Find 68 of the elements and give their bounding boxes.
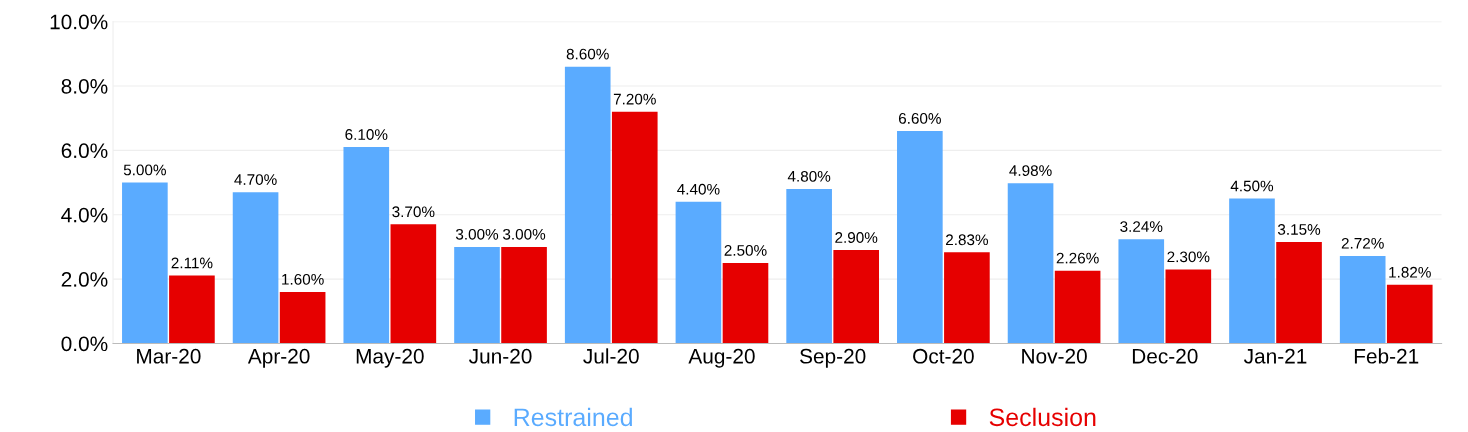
legend-label: Seclusion <box>989 407 1096 427</box>
bar <box>722 262 769 344</box>
bar <box>897 131 943 344</box>
bar <box>390 224 437 344</box>
data-label: 2.83% <box>946 234 989 246</box>
bar <box>501 246 547 344</box>
bar <box>1276 242 1322 344</box>
data-label: 1.60% <box>282 273 324 285</box>
bar <box>122 182 168 344</box>
y-tick-label: 0.0% <box>61 336 108 352</box>
data-label: 3.00% <box>455 228 499 240</box>
bar <box>611 111 658 344</box>
bar <box>1339 255 1386 344</box>
bar <box>1386 284 1433 344</box>
data-label: 3.70% <box>392 206 435 218</box>
x-tick-label: Aug-20 <box>688 348 755 368</box>
bar <box>564 66 611 344</box>
data-label: 4.98% <box>1009 165 1052 176</box>
data-label: 4.50% <box>1230 180 1274 192</box>
x-tick-label: Dec-20 <box>1132 348 1198 364</box>
bar <box>675 201 722 344</box>
bar <box>944 252 990 344</box>
data-label: 4.40% <box>677 183 720 195</box>
x-tick-label: Jun-20 <box>469 348 532 364</box>
data-label: 1.82% <box>1389 266 1431 278</box>
bar <box>454 246 500 344</box>
x-tick-label: Sep-20 <box>800 348 866 368</box>
bar <box>786 188 832 344</box>
data-label: 4.80% <box>787 170 831 182</box>
data-label: 3.15% <box>1277 224 1321 235</box>
y-tick-label: 8.0% <box>61 78 108 94</box>
data-label: 2.50% <box>724 244 767 256</box>
x-tick-label: Jul-20 <box>583 348 639 364</box>
x-tick-label: Oct-20 <box>913 348 974 364</box>
data-label: 2.90% <box>835 232 878 243</box>
bar <box>343 147 390 344</box>
bar <box>1165 269 1212 344</box>
data-label: 3.24% <box>1120 221 1163 232</box>
data-label: 4.70% <box>234 174 277 185</box>
data-label: 6.60% <box>898 113 941 124</box>
bar <box>1118 239 1165 344</box>
bar <box>169 275 215 344</box>
y-tick-label: 6.0% <box>61 143 108 159</box>
bar <box>232 192 279 344</box>
y-tick-label: 2.0% <box>61 272 108 287</box>
x-tick-label: Apr-20 <box>247 348 310 368</box>
data-label: 2.30% <box>1167 251 1210 263</box>
y-tick-label: 4.0% <box>61 207 108 223</box>
bar <box>279 291 326 344</box>
bar <box>833 250 880 344</box>
data-label: 3.00% <box>502 228 546 240</box>
data-label: 2.72% <box>1341 237 1384 249</box>
bar <box>1007 183 1054 344</box>
x-tick-label: Feb-21 <box>1354 348 1419 364</box>
legend-label: Restrained <box>514 407 632 427</box>
data-label: 7.20% <box>613 93 656 105</box>
bar <box>1054 270 1101 344</box>
bar <box>1229 198 1275 344</box>
data-label: 6.10% <box>345 129 388 140</box>
x-tick-label: Jan-21 <box>1243 348 1307 364</box>
y-tick-label: 10.0% <box>50 14 108 30</box>
x-tick-label: Mar-20 <box>137 348 201 364</box>
x-tick-label: May-20 <box>356 348 424 368</box>
data-label: 8.60% <box>566 48 609 60</box>
data-label: 2.26% <box>1056 252 1099 264</box>
data-label: 2.11% <box>171 257 213 269</box>
data-label: 5.00% <box>123 164 166 176</box>
x-tick-label: Nov-20 <box>1022 348 1087 364</box>
